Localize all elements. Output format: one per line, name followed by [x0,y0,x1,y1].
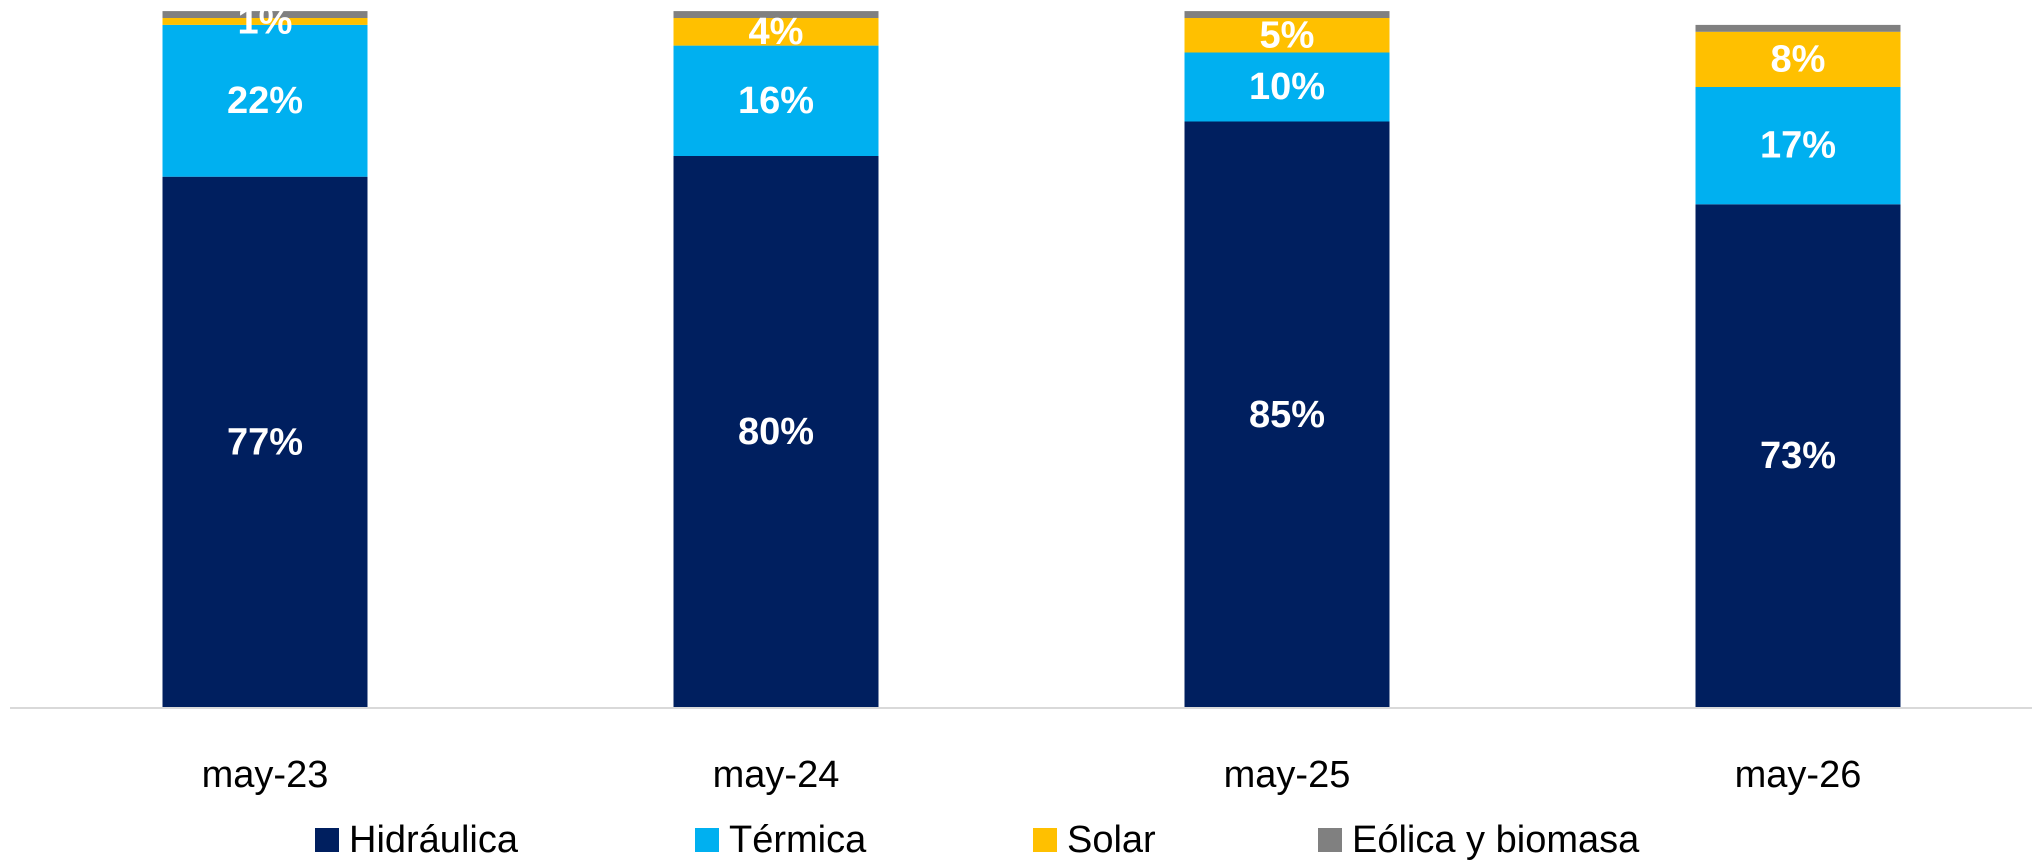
category-label: may-25 [1224,754,1351,796]
data-label: 17% [1760,125,1836,167]
bar-segment [673,45,879,156]
data-label: 80% [738,411,814,453]
data-label: 73% [1760,435,1836,477]
bars-group [162,11,1901,709]
bar-segment [1695,24,1901,32]
bar-segment [162,18,368,25]
data-label: 85% [1249,394,1325,436]
legend-label: Hidráulica [349,818,518,861]
data-label: 77% [227,421,303,463]
stacked-bar-chart: 77%22%1%80%16%4%85%10%5%73%17%8% may-23 m… [10,0,2032,796]
bar-segment [162,176,368,708]
legend-item: Solar [1033,818,1156,862]
bar-segment [1184,11,1390,18]
legend-label: Térmica [729,818,867,861]
legend-item: Eólica y biomasa [1318,818,1639,862]
bar-segment [673,156,879,708]
data-label: 8% [1771,38,1826,80]
category-label: may-26 [1735,754,1862,796]
legend: Hidráulica Térmica Solar Eólica y biomasa [0,818,2032,862]
bar-segment [673,11,879,18]
data-label: 5% [1260,14,1315,56]
category-label: may-23 [202,754,329,796]
bar-segment [162,24,368,177]
bar-segment [1695,204,1901,709]
bar-segment [1695,87,1901,205]
data-labels-group: 77% 22% 1% 80% 16% 4% 85% 10% 5% 73% 17% 8% [227,0,1836,477]
bar-segment [1184,52,1390,122]
data-label: 22% [227,80,303,122]
legend-label: Eólica y biomasa [1352,818,1640,861]
legend-swatch [695,828,719,852]
legend-swatch [1318,828,1342,852]
data-label: 4% [749,11,804,53]
data-label: 1% [238,0,293,42]
bar-segment [1695,31,1901,87]
category-label: may-24 [713,754,840,796]
data-label: 10% [1249,66,1325,108]
category-labels-group: may-23 may-24 may-25 may-26 [202,754,1862,796]
data-label: 16% [738,80,814,122]
legend-label: Solar [1067,818,1156,861]
legend-swatch [315,828,339,852]
bar-segment [1184,121,1390,708]
legend-item: Térmica [695,818,866,862]
bar-segment [162,11,368,18]
bar-segment [673,18,879,46]
bar-segment [1184,18,1390,53]
legend-item: Hidráulica [315,818,518,862]
legend-swatch [1033,828,1057,852]
